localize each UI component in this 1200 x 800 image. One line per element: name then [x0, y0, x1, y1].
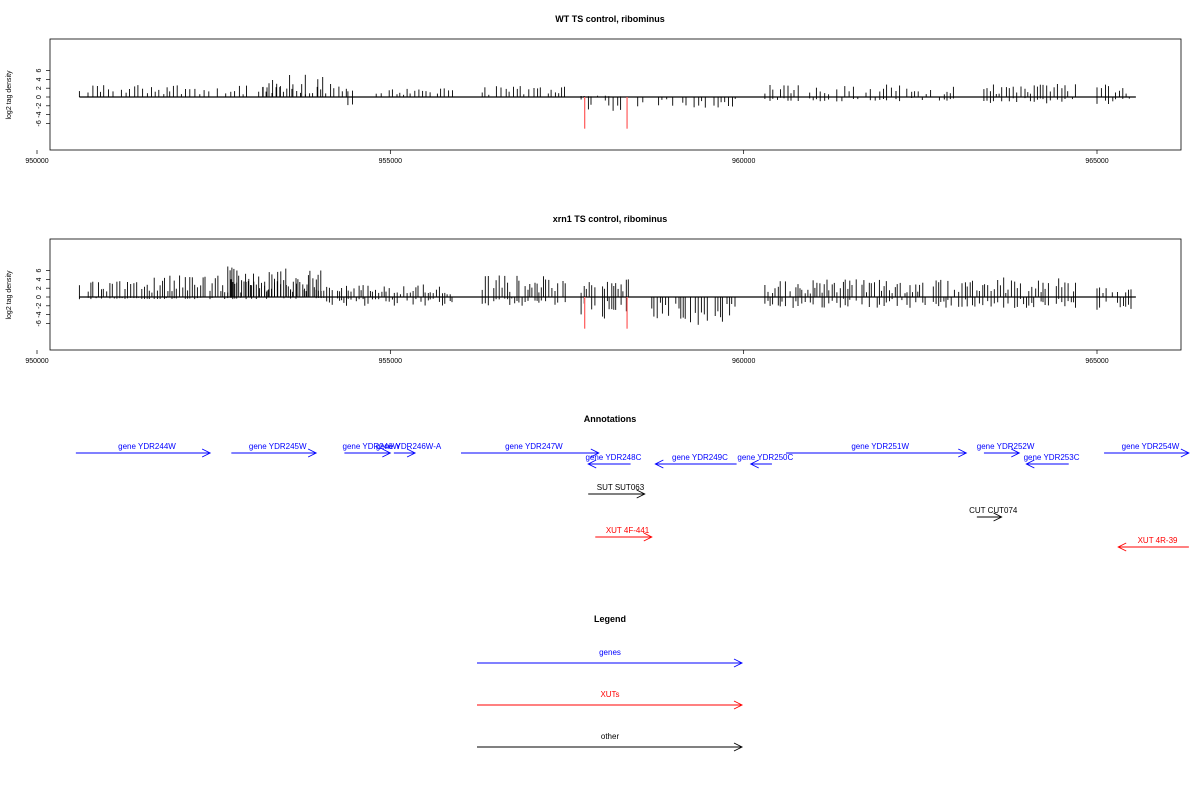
y-tick-label: 2 — [36, 286, 43, 290]
plot-frame — [49, 238, 1182, 351]
legend-arrowhead — [733, 742, 744, 752]
y-tick-label: 2 — [36, 86, 43, 90]
feature-label: XUT 4F-441 — [606, 526, 650, 535]
x-axis: 950000 955000 960000 965000 — [25, 350, 1109, 365]
feature-label: gene YDR251W — [851, 442, 909, 451]
x-tick-label: 950000 — [25, 158, 48, 165]
feature-arrowhead — [201, 448, 212, 458]
plot-frame — [49, 38, 1182, 151]
feature-arrowhead — [590, 448, 600, 458]
feature-label: XUT 4R-39 — [1138, 536, 1178, 545]
feature-label: gene YDR252W — [977, 442, 1035, 451]
legend-label: genes — [599, 648, 621, 657]
feature-label: gene YDR245W — [249, 442, 307, 451]
feature-arrowhead — [958, 448, 968, 458]
feature-arrowhead — [382, 448, 392, 458]
y-axis-label: log2 tag density — [6, 70, 13, 120]
y-tick-label: -4 — [36, 311, 43, 317]
feature-label: gene YDR247W — [505, 442, 563, 451]
feature-arrowhead — [1011, 448, 1021, 458]
feature-arrowhead — [1180, 448, 1190, 458]
y-tick-label: -4 — [36, 111, 43, 117]
feature-label: gene YDR244W — [118, 442, 176, 451]
y-axis-label: log2 tag density — [6, 270, 13, 320]
feature-arrowhead — [307, 448, 318, 458]
y-tick-label: -6 — [36, 120, 43, 126]
y-tick-label: 4 — [36, 277, 43, 281]
annotations-panel: Annotations gene YDR244W gene YDR245W gene… — [75, 414, 1190, 552]
feature-arrows: gene YDR244W gene YDR245W gene YDR246Wgene… — [75, 442, 1190, 552]
y-tick-label: 6 — [36, 69, 43, 73]
legend-label: XUTs — [600, 690, 619, 699]
feature-arrowhead — [654, 459, 664, 469]
x-tick-label: 960000 — [732, 158, 755, 165]
panel-title: WT TS control, ribominus — [555, 14, 665, 24]
feature-label: gene YDR246W-A — [376, 442, 442, 451]
y-tick-label: 6 — [36, 269, 43, 273]
feature-arrowhead — [406, 448, 417, 458]
y-tick-label: 0 — [36, 95, 43, 99]
wt-track-panel: WT TS control, ribominus log2 tag densit… — [6, 14, 1182, 165]
legend-items: genes XUTs other — [477, 648, 744, 752]
y-tick-label: -6 — [36, 320, 43, 326]
feature-label: gene YDR249C — [672, 453, 728, 462]
feature-label: gene YDR246W — [343, 442, 401, 451]
signal-bars — [78, 266, 1132, 325]
signal-bars — [78, 74, 1130, 111]
feature-arrowhead — [636, 489, 646, 499]
feature-arrowhead — [749, 459, 759, 469]
x-tick-label: 960000 — [732, 358, 755, 365]
x-axis: 950000 955000 960000 965000 — [25, 150, 1109, 165]
feature-arrowhead — [1117, 542, 1127, 552]
annotations-title: Annotations — [584, 414, 637, 424]
y-tick-label: -2 — [36, 103, 43, 109]
x-tick-label: 965000 — [1085, 158, 1108, 165]
y-axis: 6 4 2 0 -2 -4 -6 — [36, 69, 50, 127]
feature-label: gene YDR253C — [1024, 453, 1080, 462]
y-tick-label: -2 — [36, 303, 43, 309]
legend-label: other — [601, 732, 620, 741]
x-tick-label: 955000 — [379, 358, 402, 365]
marker-lines — [584, 297, 628, 329]
feature-label: gene YDR250C — [737, 453, 793, 462]
y-axis: 6 4 2 0 -2 -4 -6 — [36, 269, 50, 327]
legend-arrowhead — [733, 658, 744, 668]
x-tick-label: 965000 — [1085, 358, 1108, 365]
x-tick-label: 950000 — [25, 358, 48, 365]
feature-arrowhead — [643, 532, 653, 542]
feature-label: gene YDR254W — [1122, 442, 1180, 451]
legend-arrowhead — [733, 700, 744, 710]
panel-title: xrn1 TS control, ribominus — [553, 214, 668, 224]
feature-arrowhead — [993, 512, 1003, 522]
feature-label: gene YDR248C — [585, 453, 641, 462]
marker-lines — [584, 97, 628, 129]
feature-arrowhead — [587, 459, 597, 469]
feature-label: SUT SUT063 — [597, 483, 645, 492]
feature-label: CUT CUT074 — [969, 506, 1018, 515]
legend: Legend genes XUTs other — [477, 614, 744, 752]
y-tick-label: 4 — [36, 77, 43, 81]
legend-title: Legend — [594, 614, 626, 624]
xrn1-track-panel: xrn1 TS control, ribominus log2 tag dens… — [6, 214, 1182, 365]
feature-arrowhead — [1025, 459, 1035, 469]
x-tick-label: 955000 — [379, 158, 402, 165]
y-tick-label: 0 — [36, 295, 43, 299]
